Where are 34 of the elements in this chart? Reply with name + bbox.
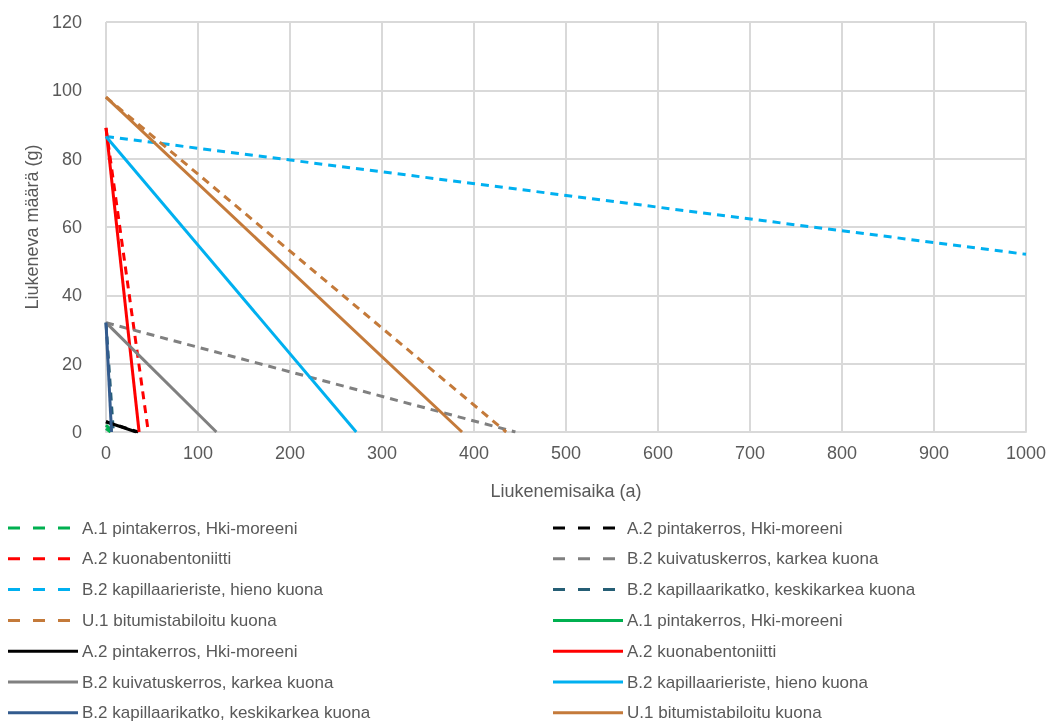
legend-label: B.2 kuivatuskerros, karkea kuona <box>82 672 334 692</box>
y-tick-label: 60 <box>61 217 82 237</box>
legend-label: B.2 kuivatuskerros, karkea kuona <box>627 549 879 569</box>
x-tick-label: 0 <box>100 443 112 463</box>
legend-label: B.2 kapillaarieriste, hieno kuona <box>82 580 324 600</box>
y-axis-title: Liukeneva määrä (g) <box>22 144 43 310</box>
y-tick-label: 20 <box>61 353 82 374</box>
legend-label: A.2 kuonabentoniitti <box>627 641 777 661</box>
y-tick-label: 100 <box>51 80 82 101</box>
legend-label: A.2 pintakerros, Hki-moreeni <box>82 641 298 661</box>
y-tick-label: 40 <box>61 285 82 306</box>
legend-label: A.1 pintakerros, Hki-moreeni <box>82 518 298 538</box>
x-tick-label: 900 <box>918 443 950 463</box>
x-tick-label: 200 <box>274 443 306 463</box>
x-tick-label: 600 <box>642 443 674 463</box>
x-tick-label: 1000 <box>1005 443 1047 463</box>
legend-label: B.2 kapillaarikatko, keskikarkea kuona <box>82 703 371 723</box>
x-tick-label: 800 <box>826 443 858 463</box>
legend-label: U.1 bitumistabiloitu kuona <box>627 703 823 723</box>
x-axis-title: Liukenemisaika (a) <box>490 481 642 501</box>
legend-label: B.2 kapillaarieriste, hieno kuona <box>627 672 869 692</box>
x-tick-label: 400 <box>458 443 490 463</box>
y-tick-label: 0 <box>71 422 82 442</box>
legend-label: B.2 kapillaarikatko, keskikarkea kuona <box>627 580 916 600</box>
legend-label: A.1 pintakerros, Hki-moreeni <box>627 610 843 630</box>
y-tick-label: 120 <box>51 12 82 32</box>
x-tick-label: 300 <box>366 443 398 463</box>
legend-label: A.2 kuonabentoniitti <box>82 549 232 569</box>
x-tick-label: 700 <box>734 443 766 463</box>
y-tick-label: 80 <box>61 148 82 169</box>
x-tick-label: 100 <box>182 443 214 463</box>
legend-label: U.1 bitumistabiloitu kuona <box>82 610 278 630</box>
legend-label: A.2 pintakerros, Hki-moreeni <box>627 518 843 538</box>
x-tick-label: 500 <box>550 443 582 463</box>
